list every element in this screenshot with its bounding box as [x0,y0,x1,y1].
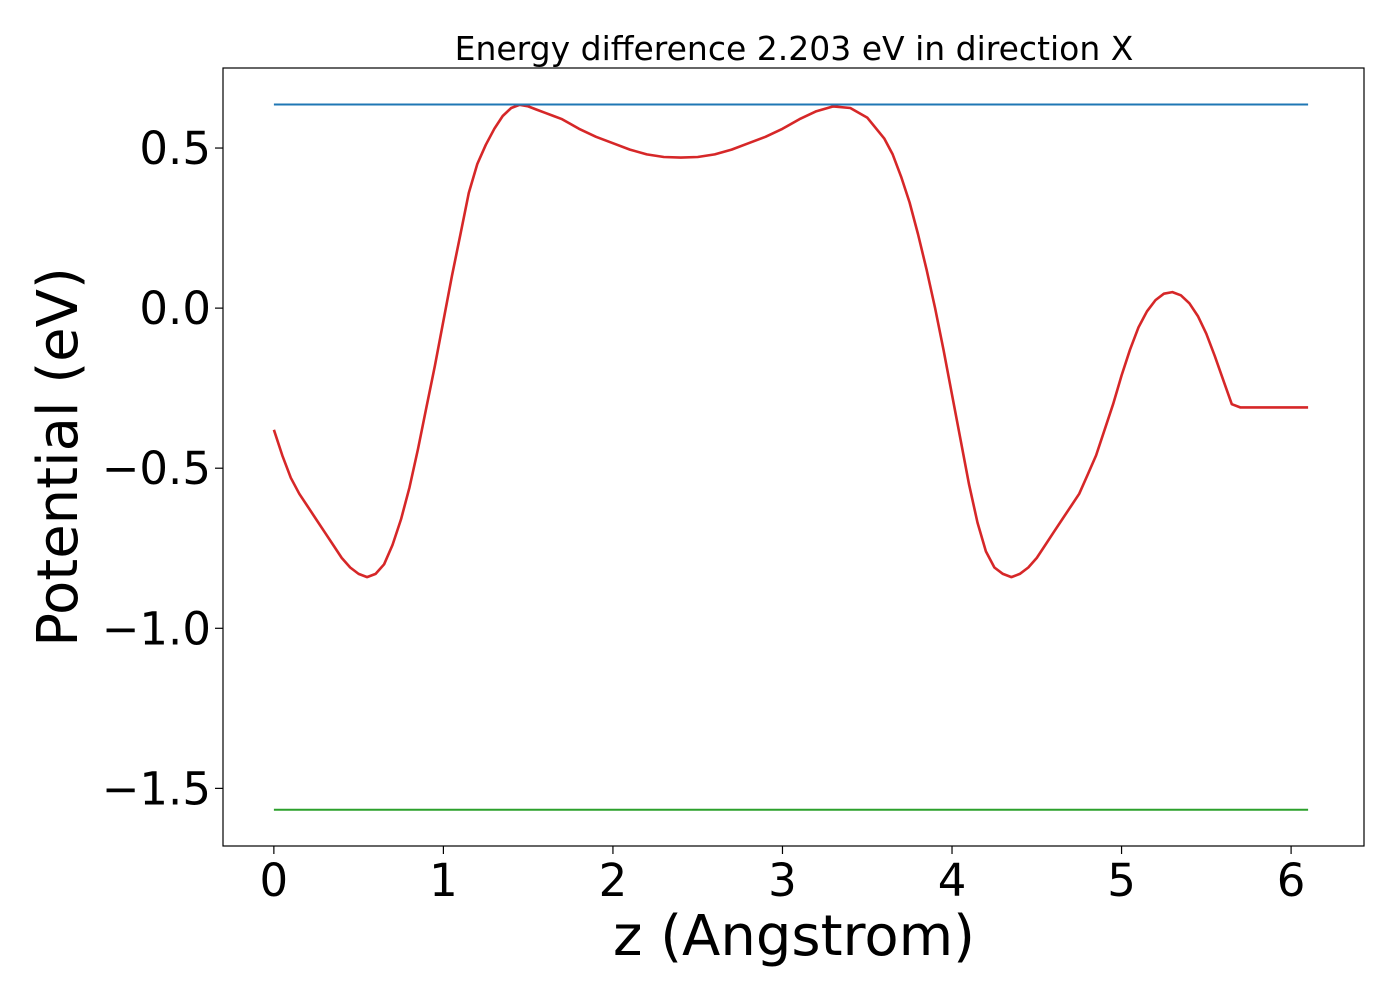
y-tick-label: 0.5 [139,122,211,175]
y-axis-label: Potential (eV) [26,267,91,647]
y-tick-label: 0.0 [139,282,211,335]
x-tick-label: 1 [429,854,458,907]
y-tick-label: −0.5 [102,442,211,495]
x-tick-label: 2 [599,854,628,907]
plot-frame [222,67,1365,847]
x-tick-label: 0 [260,854,289,907]
x-axis: 0 1 2 3 4 5 6 [260,846,1306,907]
series-layer [272,103,1309,811]
plot-area [222,67,1365,847]
x-tick-label: 3 [768,854,797,907]
series-line-0 [272,103,1309,579]
chart-title: Energy difference 2.203 eV in direction … [455,29,1134,68]
x-tick-label: 6 [1277,854,1306,907]
y-axis: 0.5 0.0 −0.5 −1.0 −1.5 [102,122,223,815]
x-axis-label: z (Angstrom) [613,904,975,969]
x-tick-label: 4 [938,854,967,907]
x-tick-label: 5 [1107,854,1136,907]
y-tick-label: −1.5 [102,762,211,815]
y-tick-label: −1.0 [102,602,211,655]
